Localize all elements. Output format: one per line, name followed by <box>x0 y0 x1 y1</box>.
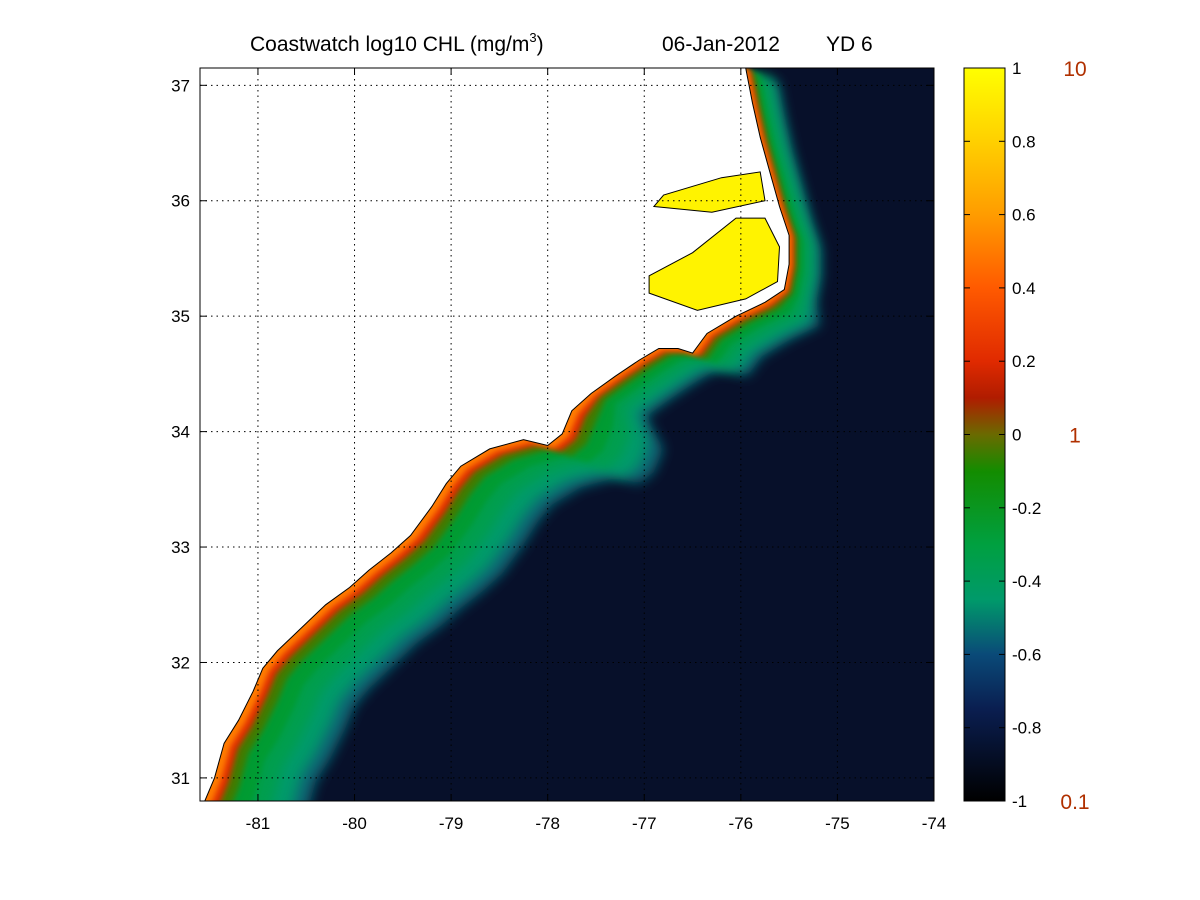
colorbar-reference-label: 0.1 <box>1060 791 1089 814</box>
colorbar-tick-label: 0.2 <box>1012 352 1036 371</box>
x-tick-label: -74 <box>922 814 947 833</box>
y-tick-label: 35 <box>171 307 190 326</box>
colorbar-tick-label: 0.6 <box>1012 206 1036 225</box>
x-tick-label: -75 <box>825 814 850 833</box>
x-tick-label: -79 <box>439 814 464 833</box>
grid-lines <box>200 68 934 801</box>
x-tick-label: -77 <box>632 814 657 833</box>
land-mask <box>200 68 790 801</box>
title-superscript: 3 <box>529 30 536 45</box>
y-axis: 31 32 33 34 35 36 37 <box>171 76 934 788</box>
colorbar-tick-label: 0.4 <box>1012 279 1036 298</box>
map-frame <box>199 67 935 802</box>
title-prefix: Coastwatch log10 CHL (mg/m <box>250 33 529 56</box>
colorbar-tick-label: 0 <box>1012 426 1021 445</box>
colorbar-tick-label: -0.2 <box>1012 499 1041 518</box>
y-tick-label: 32 <box>171 653 190 672</box>
colorbar-reference-label: 1 <box>1069 425 1081 448</box>
colorbar: 1 0.8 0.6 0.4 0.2 0 -0.2 -0.4 -0.6 -0.8 -1 10 1 0.1 <box>963 58 1090 814</box>
inland-water <box>648 171 781 311</box>
colorbar-fill <box>964 68 1005 801</box>
colorbar-tick-label: -0.6 <box>1012 645 1041 664</box>
y-tick-label: 33 <box>171 538 190 557</box>
x-tick-label: -81 <box>246 814 271 833</box>
x-tick-label: -76 <box>729 814 754 833</box>
title-date: 06-Jan-2012 <box>662 33 780 56</box>
y-tick-label: 31 <box>171 769 190 788</box>
y-tick-label: 34 <box>171 423 190 442</box>
colorbar-tick-label: -1 <box>1012 792 1027 811</box>
sound-water <box>652 171 766 213</box>
colorbar-tick-label: 0.8 <box>1012 132 1036 151</box>
x-tick-label: -78 <box>535 814 560 833</box>
colorbar-tick-label: 1 <box>1012 59 1021 78</box>
y-tick-label: 36 <box>171 192 190 211</box>
y-tick-label: 37 <box>171 76 190 95</box>
colorbar-reference-labels: 10 1 0.1 <box>1060 58 1089 814</box>
colorbar-ticks: 1 0.8 0.6 0.4 0.2 0 -0.2 -0.4 -0.6 -0.8 -1 <box>964 59 1041 811</box>
x-axis: -81 -80 -79 -78 -77 -76 -75 -74 <box>246 68 947 833</box>
colorbar-tick-label: -0.8 <box>1012 719 1041 738</box>
title-yearday: YD 6 <box>826 33 873 56</box>
colorbar-reference-label: 10 <box>1063 58 1086 81</box>
x-tick-label: -80 <box>342 814 367 833</box>
title-suffix: ) <box>537 33 544 56</box>
chart-title: Coastwatch log10 CHL (mg/m3) <box>250 30 544 56</box>
sound-water <box>648 217 781 311</box>
colorbar-tick-label: -0.4 <box>1012 572 1041 591</box>
map-panel <box>200 68 934 801</box>
